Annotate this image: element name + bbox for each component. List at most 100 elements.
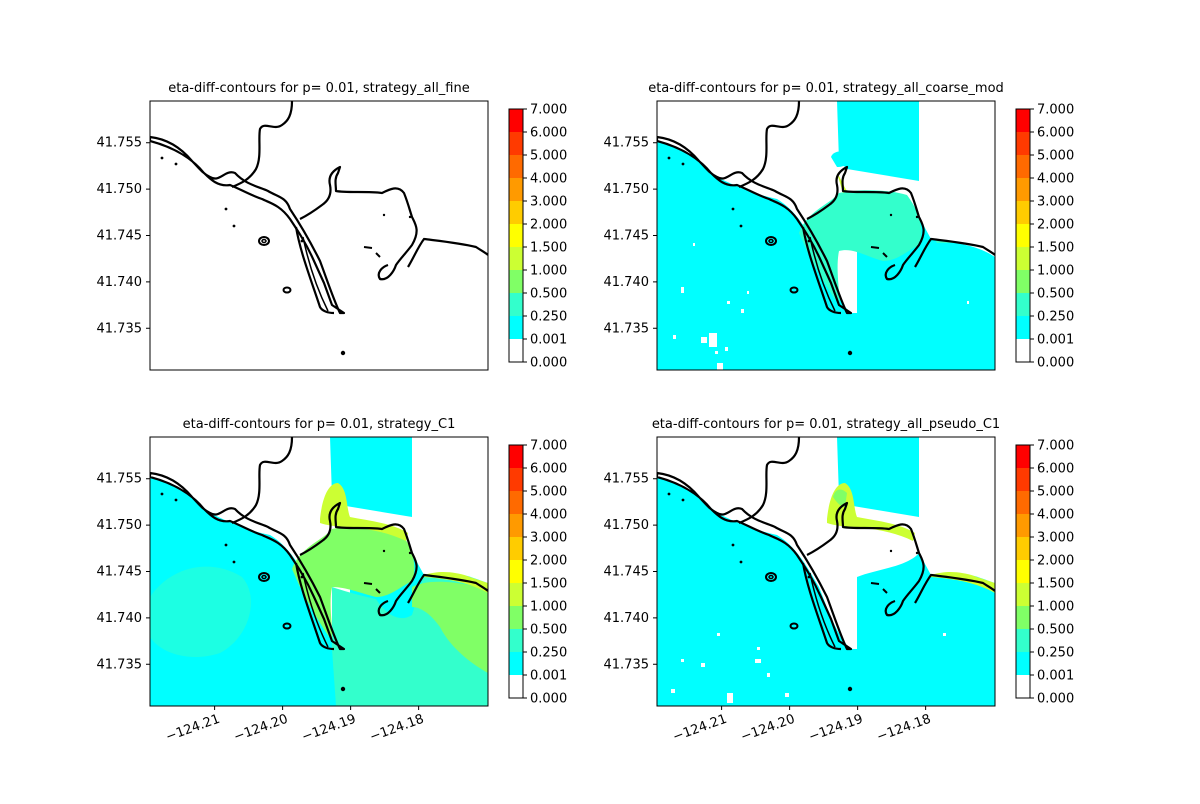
colorbar-tick-label: 0.500 bbox=[1037, 287, 1074, 302]
heatmap-fill bbox=[657, 437, 995, 706]
panel-4: eta-diff-contours for p= 0.01, strategy_… bbox=[604, 417, 1075, 745]
colorbar-band bbox=[509, 583, 523, 607]
colorbar-band bbox=[1016, 445, 1030, 469]
panel-1: eta-diff-contours for p= 0.01, strategy_… bbox=[97, 81, 567, 371]
y-tick-label: 41.735 bbox=[604, 321, 650, 336]
y-tick-label: 41.755 bbox=[97, 136, 143, 151]
y-tick-label: 41.735 bbox=[97, 657, 143, 672]
colorbar-band bbox=[1016, 583, 1030, 607]
x-tick-label: −124.18 bbox=[368, 712, 426, 745]
colorbar-tick-label: 2.000 bbox=[530, 554, 567, 569]
y-tick-label: 41.750 bbox=[97, 182, 143, 197]
colorbar-band bbox=[1016, 675, 1030, 699]
colorbar-band bbox=[1016, 270, 1030, 294]
colorbar-tick-label: 2.000 bbox=[1037, 218, 1074, 233]
colorbar-band bbox=[509, 132, 523, 156]
y-tick-label: 41.735 bbox=[97, 321, 143, 336]
y-tick-label: 41.735 bbox=[604, 657, 650, 672]
colorbar-tick-label: 0.001 bbox=[1037, 333, 1074, 348]
colorbar-tick-label: 6.000 bbox=[1037, 126, 1074, 141]
colorbar-frame bbox=[508, 108, 524, 363]
x-tick-label: −124.19 bbox=[807, 712, 865, 745]
y-tick-label: 41.750 bbox=[97, 518, 143, 533]
colorbar-band bbox=[1016, 491, 1030, 515]
colorbar-tick-label: 1.000 bbox=[530, 264, 567, 279]
colorbar-tick-label: 0.000 bbox=[530, 356, 567, 371]
colorbar-tick-label: 5.000 bbox=[1037, 149, 1074, 164]
colorbar-tick-label: 4.000 bbox=[1037, 508, 1074, 523]
colorbar-tick-label: 3.000 bbox=[1037, 531, 1074, 546]
panel-2: eta-diff-contours for p= 0.01, strategy_… bbox=[604, 81, 1074, 371]
x-tick-label: −124.21 bbox=[164, 712, 222, 745]
colorbar-frame bbox=[1015, 108, 1031, 363]
colorbar-band bbox=[1016, 514, 1030, 538]
y-tick-label: 41.755 bbox=[97, 472, 143, 487]
x-tick-label: −124.19 bbox=[300, 712, 358, 745]
colorbar-tick-label: 7.000 bbox=[1037, 439, 1074, 454]
x-tick-label: −124.20 bbox=[739, 712, 797, 745]
y-tick-label: 41.740 bbox=[97, 611, 143, 626]
panel-title: eta-diff-contours for p= 0.01, strategy_… bbox=[648, 81, 1004, 96]
colorbar-band bbox=[509, 675, 523, 699]
colorbar-tick-label: 0.250 bbox=[530, 646, 567, 661]
colorbar-tick-label: 0.250 bbox=[1037, 646, 1074, 661]
colorbar-band bbox=[1016, 247, 1030, 271]
colorbar-tick-label: 5.000 bbox=[1037, 485, 1074, 500]
colorbar-band bbox=[509, 155, 523, 179]
colorbar-tick-label: 3.000 bbox=[530, 195, 567, 210]
colorbar-tick-label: 0.500 bbox=[1037, 623, 1074, 638]
colorbar-tick-label: 4.000 bbox=[530, 172, 567, 187]
colorbar-tick-label: 0.001 bbox=[530, 333, 567, 348]
panel-title: eta-diff-contours for p= 0.01, strategy_… bbox=[652, 417, 1000, 432]
colorbar-tick-label: 1.000 bbox=[1037, 600, 1074, 615]
colorbar-band bbox=[509, 247, 523, 271]
y-tick-label: 41.745 bbox=[604, 229, 650, 244]
colorbar-band bbox=[1016, 155, 1030, 179]
y-axis: 41.755 41.750 41.745 41.740 41.735 bbox=[97, 136, 150, 336]
colorbar-band bbox=[509, 224, 523, 248]
colorbar-tick-label: 5.000 bbox=[530, 149, 567, 164]
colorbar-band bbox=[509, 201, 523, 225]
colorbar-band bbox=[1016, 652, 1030, 676]
colorbar-band bbox=[509, 514, 523, 538]
y-axis: 41.755 41.750 41.745 41.740 41.735 bbox=[604, 136, 657, 336]
colorbar-band bbox=[509, 491, 523, 515]
y-tick-label: 41.755 bbox=[604, 472, 650, 487]
colorbar-band bbox=[509, 629, 523, 653]
colorbar-band bbox=[1016, 537, 1030, 561]
colorbar-band bbox=[509, 109, 523, 133]
y-tick-label: 41.740 bbox=[97, 275, 143, 290]
y-tick-label: 41.745 bbox=[97, 229, 143, 244]
colorbar-tick-label: 4.000 bbox=[1037, 172, 1074, 187]
colorbar-band bbox=[509, 537, 523, 561]
colorbar-band bbox=[1016, 629, 1030, 653]
y-tick-label: 41.740 bbox=[604, 611, 650, 626]
colorbar-band bbox=[1016, 224, 1030, 248]
colorbar: 7.000 6.000 5.000 4.000 3.000 2.000 1.500 1.000… bbox=[508, 103, 567, 371]
colorbar-band bbox=[1016, 132, 1030, 156]
colorbar-band bbox=[509, 560, 523, 584]
colorbar-band bbox=[509, 468, 523, 492]
colorbar-tick-label: 1.500 bbox=[530, 577, 567, 592]
colorbar-tick-label: 0.500 bbox=[530, 287, 567, 302]
colorbar-band bbox=[509, 339, 523, 363]
y-tick-label: 41.750 bbox=[604, 182, 650, 197]
x-tick-label: −124.21 bbox=[671, 712, 729, 745]
colorbar: 7.000 6.000 5.000 4.000 3.000 2.000 1.500 1.000… bbox=[508, 439, 567, 707]
colorbar-tick-label: 2.000 bbox=[530, 218, 567, 233]
x-tick-label: −124.18 bbox=[875, 712, 933, 745]
y-tick-label: 41.740 bbox=[604, 275, 650, 290]
colorbar-band bbox=[509, 445, 523, 469]
panel-3: eta-diff-contours for p= 0.01, strategy_… bbox=[97, 417, 568, 745]
x-axis: −124.21 −124.20 −124.19 −124.18 bbox=[671, 706, 933, 745]
colorbar-band bbox=[1016, 560, 1030, 584]
y-axis: 41.755 41.750 41.745 41.740 41.735 bbox=[604, 472, 657, 672]
colorbar-band bbox=[1016, 468, 1030, 492]
colorbar-tick-label: 6.000 bbox=[1037, 462, 1074, 477]
colorbar-tick-label: 7.000 bbox=[1037, 103, 1074, 118]
colorbar-tick-label: 0.000 bbox=[1037, 356, 1074, 371]
colorbar-tick-label: 0.250 bbox=[1037, 310, 1074, 325]
colorbar-band bbox=[509, 178, 523, 202]
colorbar-tick-label: 6.000 bbox=[530, 126, 567, 141]
